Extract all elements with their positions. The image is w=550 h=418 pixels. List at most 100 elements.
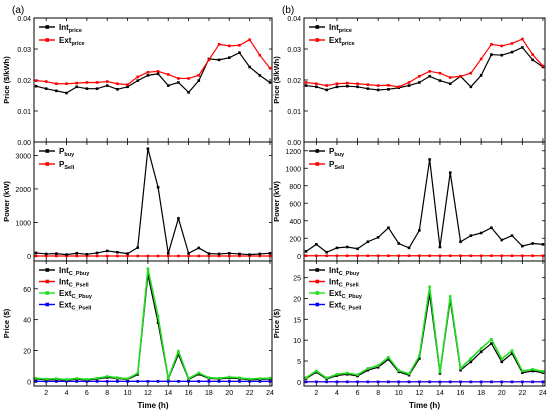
data-point <box>207 254 211 258</box>
x-tick-label: 20 <box>225 390 233 397</box>
data-point <box>116 254 119 258</box>
data-point <box>238 43 241 47</box>
data-point <box>531 369 534 373</box>
data-point <box>166 376 170 380</box>
plot-frame <box>303 260 546 387</box>
legend-marker <box>315 162 320 166</box>
data-point <box>521 46 524 49</box>
data-point <box>217 380 221 383</box>
data-point <box>95 87 99 90</box>
data-point <box>428 74 431 78</box>
data-point <box>116 82 119 86</box>
data-point <box>531 380 534 384</box>
data-point <box>105 254 109 258</box>
data-point <box>65 254 68 258</box>
legend-marker <box>315 268 320 272</box>
legend-label-main: Int <box>329 266 339 275</box>
x-tick-label: 2 <box>314 390 318 397</box>
data-point <box>187 380 190 383</box>
data-point <box>315 85 318 89</box>
data-point <box>510 42 514 45</box>
data-point <box>521 380 524 384</box>
legend-entry: Pbuy <box>309 147 345 158</box>
legend-label: PSell <box>329 160 345 171</box>
data-point <box>75 251 79 255</box>
legend-label-subscript: price <box>339 28 352 34</box>
data-point <box>126 380 129 383</box>
legend-label-subscript: Sell <box>64 165 74 171</box>
data-point <box>418 254 421 258</box>
plot-frame <box>33 260 273 387</box>
series-ext-price <box>34 38 272 86</box>
data-point <box>227 44 231 48</box>
series-int-price <box>34 51 272 95</box>
data-point <box>177 349 180 353</box>
data-point <box>44 254 48 258</box>
data-point <box>366 380 370 384</box>
data-point <box>227 380 231 383</box>
data-point <box>366 87 370 90</box>
data-point <box>356 254 359 258</box>
legend-label-subscript: C_Psell <box>69 283 89 289</box>
y-tick-label: 1000 <box>285 166 301 173</box>
data-point <box>376 236 380 239</box>
data-point <box>335 85 339 89</box>
data-point <box>156 380 160 383</box>
data-point <box>34 79 38 82</box>
plot-frame <box>303 141 546 262</box>
data-point <box>448 380 452 384</box>
legend-label-main: Int <box>329 278 339 287</box>
data-point <box>177 217 180 220</box>
data-point <box>387 358 390 361</box>
data-point <box>325 254 328 258</box>
data-point <box>75 254 79 258</box>
data-point <box>177 77 180 80</box>
data-point <box>55 254 58 258</box>
data-point <box>418 380 421 384</box>
x-tick-label: 24 <box>266 390 274 397</box>
data-point <box>469 380 473 384</box>
data-point <box>397 254 401 258</box>
data-point <box>366 240 370 244</box>
data-point <box>490 338 493 341</box>
plot-frame <box>33 141 273 262</box>
data-point <box>500 357 504 361</box>
x-tick-label: 12 <box>144 390 152 397</box>
data-point <box>479 57 483 61</box>
data-point <box>227 254 231 258</box>
data-point <box>187 77 190 80</box>
data-point <box>325 380 328 384</box>
legend-label-main: Int <box>59 266 69 275</box>
series-line <box>305 46 544 91</box>
legend-label-main: Ext <box>59 301 72 310</box>
y-tick-label: 0.04 <box>17 16 31 23</box>
data-point <box>75 380 79 383</box>
legend-marker <box>45 25 50 29</box>
data-point <box>85 380 89 383</box>
legend-label: PSell <box>59 160 75 171</box>
x-tick-label: 18 <box>477 390 485 397</box>
data-point <box>304 380 308 384</box>
data-point <box>356 380 359 384</box>
data-point <box>65 91 68 95</box>
data-point <box>387 254 390 258</box>
legend-label: ExtC_Psell <box>59 301 92 312</box>
data-point <box>146 74 150 77</box>
data-point <box>407 254 411 258</box>
data-point <box>146 254 150 258</box>
y-axis-label: Price ($) <box>272 308 281 338</box>
legend-marker <box>315 25 320 29</box>
data-point <box>197 371 201 375</box>
data-point <box>258 252 262 256</box>
data-point <box>407 380 411 384</box>
data-point <box>428 293 431 296</box>
data-point <box>146 147 150 151</box>
data-point <box>521 37 524 41</box>
y-tick-label: 0 <box>297 254 301 261</box>
data-point <box>65 82 68 86</box>
data-point <box>345 371 349 375</box>
legend-label-subscript: buy <box>64 152 75 158</box>
legend-label-main: Ext <box>59 289 72 298</box>
data-point <box>197 380 201 383</box>
